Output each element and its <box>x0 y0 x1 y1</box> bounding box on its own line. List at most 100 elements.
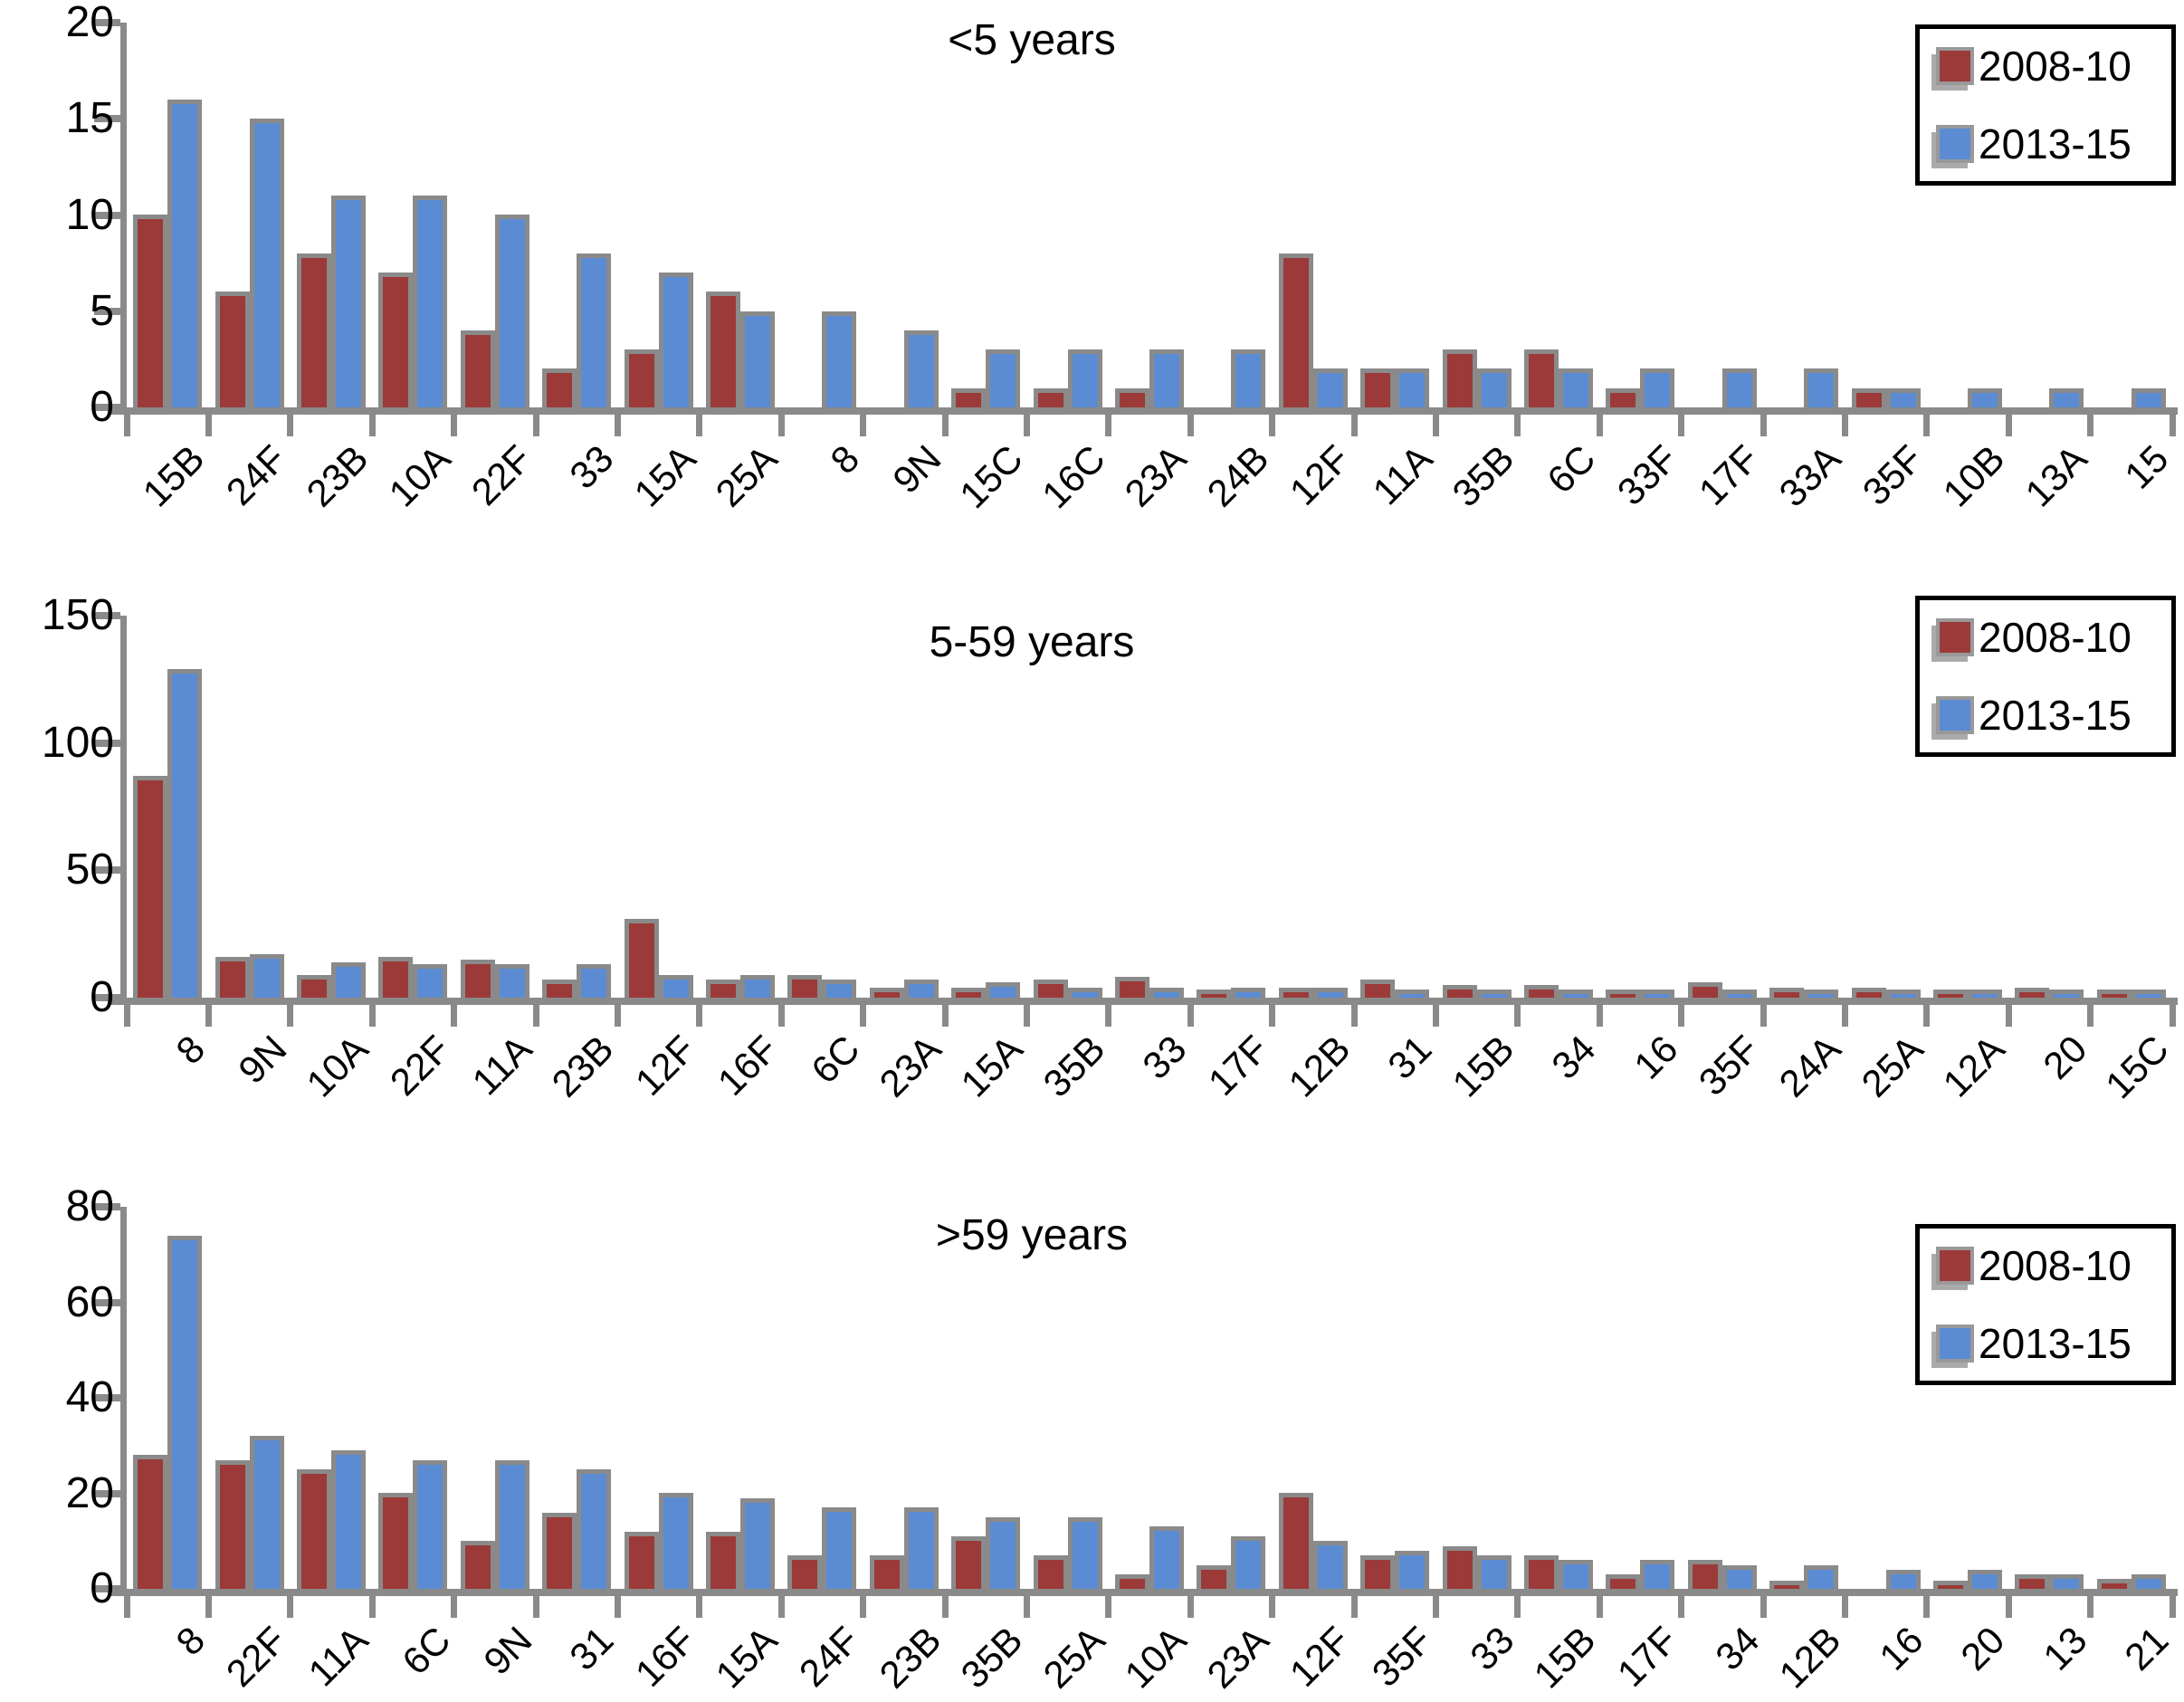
bar-2013-15-16C <box>1067 349 1102 407</box>
bar-2008-10-17F <box>1197 990 1232 998</box>
bar-2013-15-20 <box>1968 1570 2002 1589</box>
bar-2008-10-33F <box>1606 388 1641 407</box>
bar-2013-15-16 <box>1640 990 1675 998</box>
y-tick <box>94 211 120 219</box>
bar-2013-15-12F <box>658 975 693 998</box>
legend-swatch-2008-10 <box>1936 618 1974 656</box>
x-label-12B: 12B <box>1770 1618 1850 1697</box>
x-label-6C: 6C <box>1539 436 1604 502</box>
x-tick <box>1514 1005 1521 1027</box>
x-label-35F: 35F <box>1855 436 1931 513</box>
bar-2008-10-23B <box>297 253 331 407</box>
x-tick <box>205 1005 212 1027</box>
bar-2008-10-15B <box>1442 985 1477 998</box>
x-label-23B: 23B <box>543 1027 623 1105</box>
x-label-9N: 9N <box>230 1027 295 1092</box>
x-label-23B: 23B <box>871 1618 949 1697</box>
x-label-21: 21 <box>2116 1618 2177 1678</box>
y-axis-line <box>120 616 127 1005</box>
x-tick <box>777 1005 785 1027</box>
x-label-16F: 16F <box>709 1027 786 1104</box>
bar-2008-10-33 <box>1442 1546 1477 1589</box>
y-tick-label-100: 100 <box>41 718 114 767</box>
legend-label: 2013-15 <box>1979 120 2132 167</box>
y-tick <box>94 994 120 1001</box>
legend: 2008-10 2013-15 <box>1915 24 2176 186</box>
bar-2013-15-17F <box>1721 368 1757 407</box>
x-label-31: 31 <box>1379 1027 1441 1087</box>
x-tick <box>451 1005 458 1027</box>
bar-2008-10-22F <box>378 957 414 998</box>
bar-2008-10-6C <box>378 1493 414 1589</box>
y-tick-label-5: 5 <box>90 286 114 335</box>
bar-2013-15-34 <box>1721 1565 1757 1589</box>
y-axis-line <box>120 23 127 415</box>
bar-2013-15-25A <box>740 311 775 407</box>
x-label-6C: 6C <box>394 1618 459 1683</box>
x-tick <box>205 1596 212 1618</box>
bar-2013-15-8 <box>167 1236 203 1589</box>
x-label-15A: 15A <box>625 436 704 515</box>
chart-title: >59 years <box>935 1211 1129 1259</box>
y-tick-label-50: 50 <box>65 846 114 894</box>
bar-2013-15-31 <box>577 1469 612 1589</box>
x-label-24F: 24F <box>790 1618 868 1695</box>
bar-2008-10-9N <box>460 1541 495 1589</box>
bar-2008-10-25A <box>706 292 740 407</box>
x-label-15B: 15B <box>1444 1027 1522 1105</box>
x-tick <box>777 1596 785 1618</box>
chart-title: <5 years <box>948 16 1116 64</box>
bar-2013-15-8 <box>822 311 857 407</box>
bar-2013-15-33A <box>1804 368 1839 407</box>
x-label-9N: 9N <box>884 436 949 502</box>
legend-item-2013-15: 2013-15 <box>1936 1321 2164 1366</box>
bar-2013-15-15B <box>1559 1560 1593 1589</box>
y-tick <box>94 115 120 123</box>
bar-2013-15-15C <box>986 349 1021 407</box>
x-label-8: 8 <box>167 1618 214 1664</box>
bar-2013-15-12A <box>1968 990 2002 998</box>
bar-2013-15-12B <box>1312 988 1348 998</box>
bar-2013-15-35B <box>986 1517 1021 1589</box>
bar-2013-15-9N <box>249 954 284 998</box>
bar-2008-10-10A <box>297 975 331 998</box>
y-tick <box>94 1203 120 1210</box>
x-tick <box>1678 415 1685 436</box>
legend-swatch-2008-10 <box>1936 47 1974 85</box>
x-tick <box>2005 1596 2012 1618</box>
x-tick <box>1105 1596 1112 1618</box>
x-tick <box>860 415 867 436</box>
bar-2013-15-15 <box>2131 388 2166 407</box>
bar-2008-10-35F <box>1687 982 1722 998</box>
x-tick <box>696 1596 703 1618</box>
x-label-25A: 25A <box>707 436 786 515</box>
x-tick <box>1350 1596 1358 1618</box>
bar-2008-10-23A <box>869 988 904 998</box>
x-label-31: 31 <box>561 1618 623 1678</box>
x-label-15B: 15B <box>134 436 214 515</box>
legend-label: 2008-10 <box>1979 43 2132 90</box>
bar-2008-10-9N <box>215 957 250 998</box>
x-axis-line <box>110 1589 2178 1596</box>
x-tick <box>1432 415 1439 436</box>
x-label-10A: 10A <box>298 1027 377 1105</box>
x-tick <box>1596 415 1603 436</box>
legend-label: 2013-15 <box>1979 692 2132 739</box>
x-label-35B: 35B <box>952 1618 1032 1697</box>
bar-2008-10-22F <box>460 330 495 407</box>
x-label-20: 20 <box>2034 1027 2095 1087</box>
bar-2008-10-31 <box>542 1513 577 1589</box>
bar-2013-15-24F <box>822 1507 857 1589</box>
x-label-8: 8 <box>167 1027 214 1073</box>
bar-2013-15-23B <box>577 964 612 998</box>
legend-item-2013-15: 2013-15 <box>1936 693 2164 738</box>
y-tick-label-0: 0 <box>90 1564 114 1612</box>
legend-swatch-2013-15 <box>1936 125 1974 163</box>
x-tick <box>1187 1005 1194 1027</box>
x-tick <box>1105 1005 1112 1027</box>
x-label-23A: 23A <box>1116 436 1195 515</box>
y-tick-label-0: 0 <box>90 383 114 431</box>
x-tick <box>1350 1005 1358 1027</box>
x-label-33: 33 <box>561 436 623 497</box>
